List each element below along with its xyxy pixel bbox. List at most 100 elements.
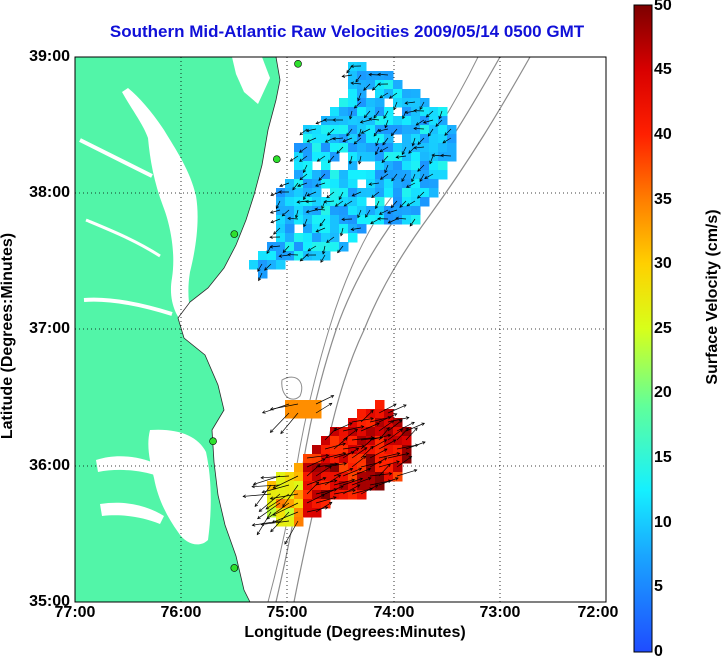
velocity-cell: [375, 188, 385, 198]
radar-station-marker: [295, 60, 302, 67]
colorbar-tick: 50: [654, 0, 694, 15]
velocity-cell: [339, 170, 349, 180]
velocity-cell: [303, 481, 313, 491]
velocity-cell: [357, 170, 367, 180]
velocity-cell: [303, 499, 313, 509]
velocity-cell: [447, 134, 457, 144]
velocity-cell: [438, 125, 448, 135]
velocity-cell: [393, 445, 403, 455]
velocity-cell: [393, 80, 403, 90]
velocity-cell: [375, 463, 385, 473]
velocity-cell: [420, 197, 430, 207]
velocity-cell: [276, 197, 286, 207]
velocity-cell: [429, 143, 439, 153]
velocity-cell: [357, 89, 367, 99]
velocity-cell: [303, 233, 313, 243]
colorbar: [634, 5, 652, 652]
colorbar-tick: 0: [654, 643, 694, 661]
velocity-cell: [312, 242, 322, 252]
velocity-cell: [366, 143, 376, 153]
velocity-cell: [384, 188, 394, 198]
velocity-cell: [321, 170, 331, 180]
velocity-cell: [348, 170, 358, 180]
velocity-cell: [375, 89, 385, 99]
velocity-cell: [366, 170, 376, 180]
velocity-cell: [402, 197, 412, 207]
velocity-cell: [285, 197, 295, 207]
y-tick-label: 36:00: [14, 457, 70, 475]
velocity-cell: [429, 188, 439, 198]
velocity-cell: [339, 143, 349, 153]
velocity-cell: [366, 98, 376, 108]
x-tick-label: 74:00: [359, 604, 429, 622]
velocity-cell: [312, 251, 322, 261]
velocity-cell: [411, 170, 421, 180]
velocity-cell: [411, 197, 421, 207]
velocity-cell: [393, 161, 403, 171]
velocity-cell: [420, 125, 430, 135]
velocity-cell: [348, 143, 358, 153]
y-tick-label: 38:00: [14, 184, 70, 202]
radar-station-marker: [231, 231, 238, 238]
velocity-cell: [411, 188, 421, 198]
velocity-cell: [429, 107, 439, 117]
velocity-cell: [402, 206, 412, 216]
velocity-cell: [339, 116, 349, 126]
velocity-cell: [330, 215, 340, 225]
velocity-cell: [357, 188, 367, 198]
velocity-cell: [294, 242, 304, 252]
velocity-cell: [303, 454, 313, 464]
velocity-cell: [411, 206, 421, 216]
velocity-cell: [393, 188, 403, 198]
velocity-cell: [393, 89, 403, 99]
velocity-cell: [375, 400, 385, 410]
velocity-cell: [348, 206, 358, 216]
colorbar-tick: 30: [654, 255, 694, 273]
velocity-cell: [438, 161, 448, 171]
velocity-cell: [402, 161, 412, 171]
velocity-cell: [393, 170, 403, 180]
colorbar-tick: 5: [654, 578, 694, 596]
velocity-cell: [357, 409, 367, 419]
velocity-cell: [339, 107, 349, 117]
velocity-cell: [429, 152, 439, 162]
x-tick-label: 75:00: [252, 604, 322, 622]
velocity-cell: [294, 143, 304, 153]
velocity-cell: [348, 436, 358, 446]
velocity-cell: [375, 472, 385, 482]
velocity-cell: [348, 197, 358, 207]
velocity-cell: [330, 206, 340, 216]
velocity-cell: [384, 143, 394, 153]
velocity-cell: [366, 80, 376, 90]
velocity-cell: [312, 400, 322, 410]
velocity-cell: [330, 143, 340, 153]
velocity-cell: [321, 445, 331, 455]
velocity-cell: [303, 152, 313, 162]
velocity-cell: [402, 134, 412, 144]
velocity-cell: [294, 179, 304, 189]
velocity-cell: [249, 260, 259, 270]
velocity-cell: [285, 206, 295, 216]
velocity-cell: [366, 472, 376, 482]
velocity-cell: [330, 188, 340, 198]
velocity-cell: [294, 499, 304, 509]
velocity-cell: [438, 134, 448, 144]
velocity-cell: [312, 179, 322, 189]
colorbar-tick: 40: [654, 126, 694, 144]
velocity-cell: [294, 472, 304, 482]
velocity-cell: [303, 508, 313, 518]
velocity-cell: [294, 463, 304, 473]
velocity-cell: [276, 490, 286, 500]
colorbar-label: Surface Velocity (cm/s): [704, 182, 722, 412]
velocity-cell: [348, 125, 358, 135]
velocity-cell: [285, 233, 295, 243]
velocity-cell: [366, 409, 376, 419]
velocity-cell: [303, 409, 313, 419]
velocity-cell: [294, 409, 304, 419]
velocity-cell: [393, 143, 403, 153]
velocity-cell: [339, 224, 349, 234]
velocity-cell: [420, 98, 430, 108]
velocity-cell: [384, 161, 394, 171]
velocity-cell: [420, 161, 430, 171]
velocity-cell: [411, 152, 421, 162]
